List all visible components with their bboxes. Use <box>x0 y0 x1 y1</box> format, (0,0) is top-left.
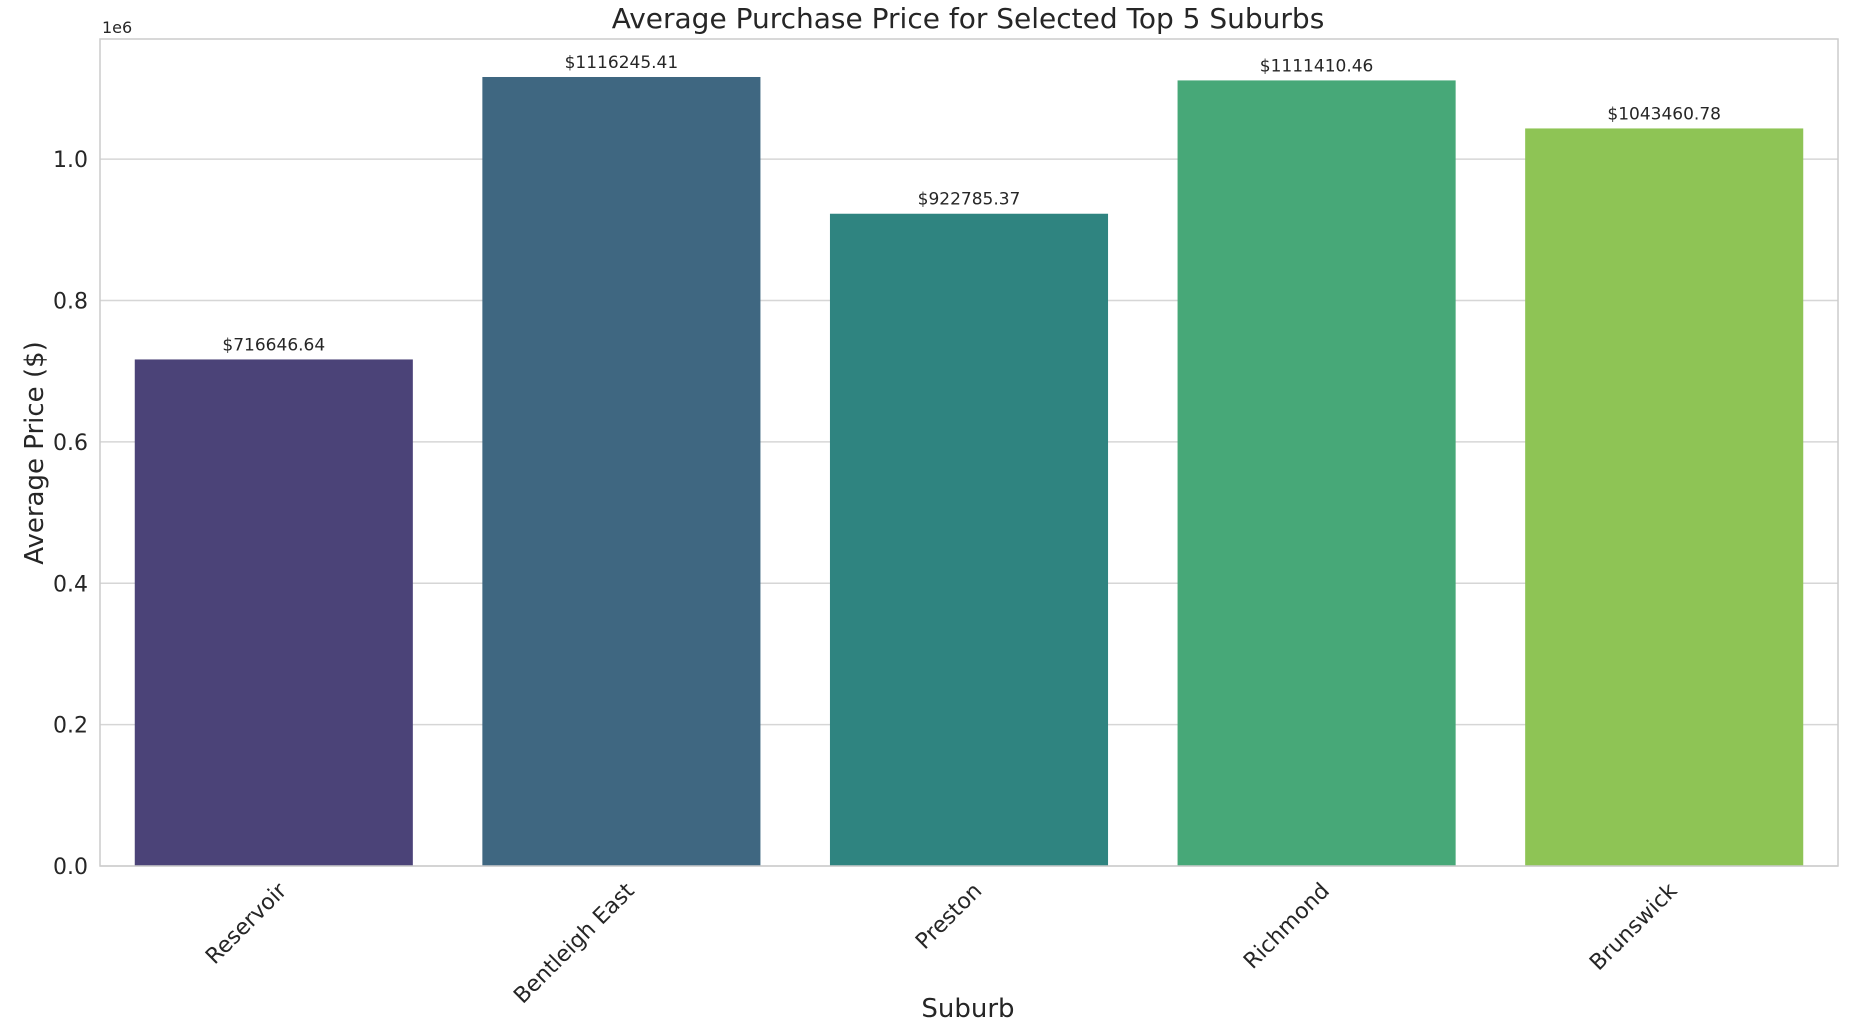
bar <box>1525 128 1804 866</box>
bars <box>134 76 1804 867</box>
bar-value-label: $1111410.46 <box>1260 56 1374 76</box>
x-tick-label: Brunswick <box>1585 878 1682 975</box>
y-tick-label: 0.8 <box>53 290 88 315</box>
x-tick-label: Reservoir <box>201 878 293 970</box>
x-tick-label: Bentleigh East <box>509 878 640 1009</box>
bar-value-label: $1043460.78 <box>1607 104 1721 124</box>
x-axis-ticks: Reservoir Bentleigh East Preston Richmond Br… <box>201 878 1682 1009</box>
y-tick-label: 0.0 <box>53 855 88 880</box>
bar <box>829 213 1109 866</box>
x-axis-label: Suburb <box>921 994 1014 1024</box>
bar-value-label: $922785.37 <box>918 190 1021 210</box>
y-axis-ticks: 0.0 0.2 0.4 0.6 0.8 1.0 <box>53 148 88 880</box>
data-labels: $716646.64 $1116245.41 $922785.37 $1111410.… <box>222 53 1721 355</box>
y-tick-label: 1.0 <box>53 148 88 173</box>
y-axis-offset-label: 1e6 <box>102 18 132 37</box>
x-tick-label: Preston <box>911 879 987 955</box>
chart-title: Average Purchase Price for Selected Top … <box>612 2 1325 35</box>
bar <box>482 76 761 866</box>
bar-value-label: $1116245.41 <box>565 53 679 73</box>
bar <box>134 359 413 866</box>
x-tick-label: Richmond <box>1239 879 1335 975</box>
bar <box>1177 80 1456 867</box>
y-tick-label: 0.6 <box>53 431 88 456</box>
y-tick-label: 0.2 <box>53 714 88 739</box>
bar-value-label: $716646.64 <box>222 335 325 355</box>
plot-frame <box>99 38 1839 867</box>
y-tick-label: 0.4 <box>53 572 88 597</box>
y-axis-label: Average Price ($) <box>20 341 50 565</box>
